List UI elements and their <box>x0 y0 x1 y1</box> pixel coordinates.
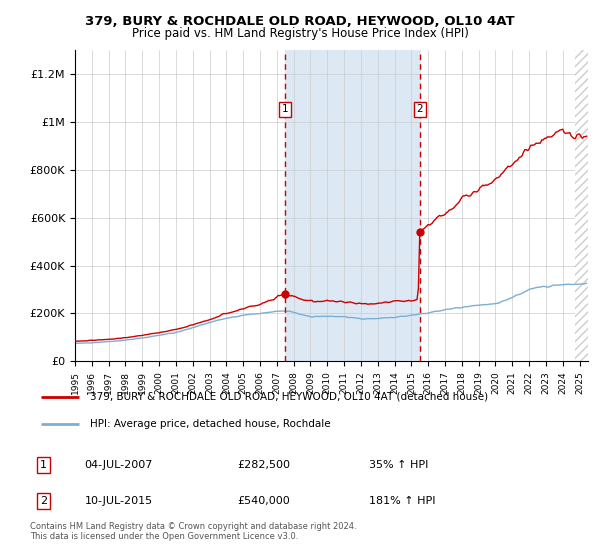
Text: Contains HM Land Registry data © Crown copyright and database right 2024.
This d: Contains HM Land Registry data © Crown c… <box>30 522 356 542</box>
Text: 379, BURY & ROCHDALE OLD ROAD, HEYWOOD, OL10 4AT (detached house): 379, BURY & ROCHDALE OLD ROAD, HEYWOOD, … <box>90 391 488 402</box>
Text: 1: 1 <box>40 460 47 470</box>
Text: 2: 2 <box>40 496 47 506</box>
Text: 2: 2 <box>416 105 423 114</box>
Text: 379, BURY & ROCHDALE OLD ROAD, HEYWOOD, OL10 4AT: 379, BURY & ROCHDALE OLD ROAD, HEYWOOD, … <box>85 15 515 28</box>
Text: £282,500: £282,500 <box>238 460 290 470</box>
Text: 10-JUL-2015: 10-JUL-2015 <box>85 496 153 506</box>
Text: HPI: Average price, detached house, Rochdale: HPI: Average price, detached house, Roch… <box>90 419 331 429</box>
Bar <box>285 50 420 361</box>
Text: Price paid vs. HM Land Registry's House Price Index (HPI): Price paid vs. HM Land Registry's House … <box>131 27 469 40</box>
Text: 1: 1 <box>282 105 289 114</box>
Text: 181% ↑ HPI: 181% ↑ HPI <box>368 496 435 506</box>
Text: £540,000: £540,000 <box>238 496 290 506</box>
Text: 35% ↑ HPI: 35% ↑ HPI <box>368 460 428 470</box>
Text: 04-JUL-2007: 04-JUL-2007 <box>85 460 153 470</box>
